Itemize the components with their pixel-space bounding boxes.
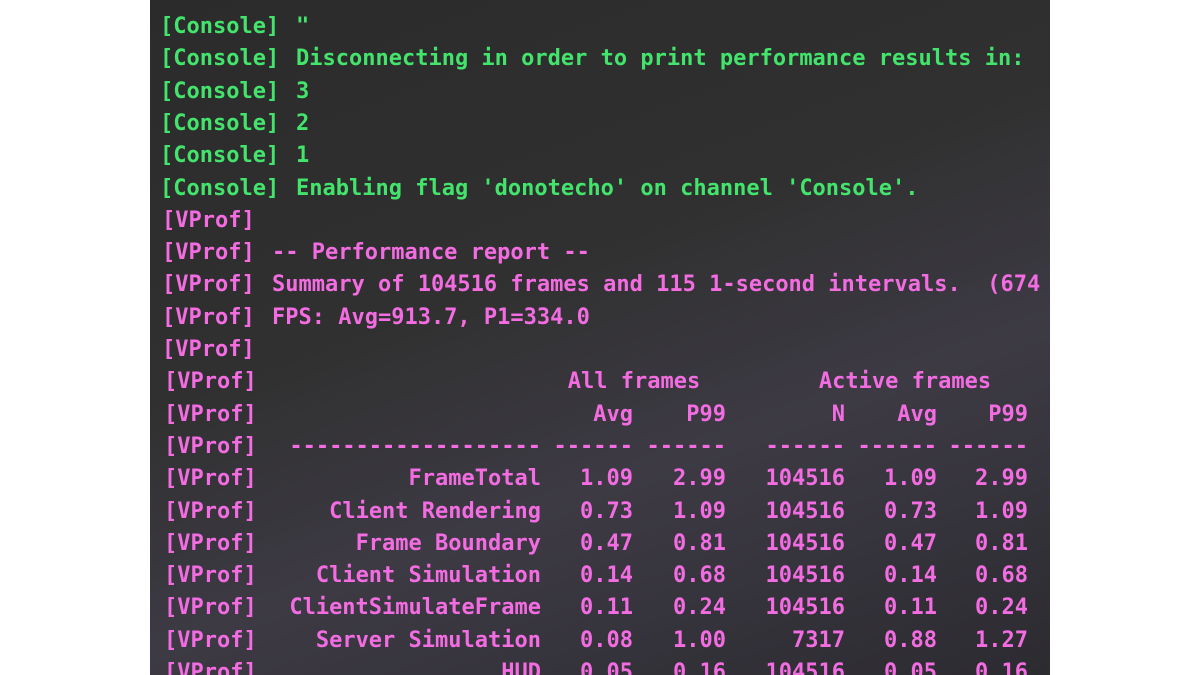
console-text: Disconnecting in order to print performa… xyxy=(296,46,1025,72)
separator: ------ xyxy=(765,433,845,459)
separator: ------ xyxy=(857,433,937,459)
cell: 0.81 xyxy=(975,530,1028,556)
cell: 0.68 xyxy=(975,563,1028,589)
vprof-prefix: [VProf] xyxy=(164,563,257,589)
vprof-prefix: [VProf] xyxy=(164,401,257,427)
separator: ------ xyxy=(948,433,1028,459)
vprof-prefix: [VProf] xyxy=(164,466,257,492)
cell: 0.08 xyxy=(580,627,633,653)
group-header: All frames xyxy=(567,369,701,395)
vprof-prefix: [VProf] xyxy=(164,433,257,459)
row-label: Client Simulation xyxy=(315,563,541,589)
cell: 104516 xyxy=(765,563,845,589)
cell: 1.09 xyxy=(975,498,1028,524)
console-prefix: [Console] xyxy=(160,175,280,201)
column-header: Avg xyxy=(897,401,937,427)
cell: 1.09 xyxy=(673,498,726,524)
vprof-prefix: [VProf] xyxy=(164,660,257,675)
console-screen: [Console] " [Console] Disconnecting in orde… xyxy=(150,0,1050,675)
cell: 104516 xyxy=(765,498,845,524)
cell: 0.24 xyxy=(673,595,726,621)
console-text: 3 xyxy=(296,78,310,104)
cell: 0.73 xyxy=(884,498,937,524)
column-header: P99 xyxy=(988,401,1028,427)
cell: 0.47 xyxy=(884,530,937,556)
console-text: Enabling flag 'donotecho' on channel 'Co… xyxy=(296,175,919,201)
vprof-prefix: [VProf] xyxy=(164,498,257,524)
group-header: Active frames xyxy=(818,369,992,395)
column-header: Avg xyxy=(593,401,633,427)
console-prefix: [Console] xyxy=(160,110,280,136)
cell: 0.73 xyxy=(580,498,633,524)
cell: 0.88 xyxy=(884,627,937,653)
cell: 1.09 xyxy=(884,466,937,492)
cell: 0.16 xyxy=(673,660,726,675)
cell: 1.00 xyxy=(673,627,726,653)
cell: 0.16 xyxy=(975,660,1028,675)
cell: 0.14 xyxy=(884,563,937,589)
console-text: 1 xyxy=(296,143,310,169)
console-prefix: [Console] xyxy=(160,14,280,39)
cell: 7317 xyxy=(792,627,845,653)
cell: 0.11 xyxy=(580,595,633,621)
console-text: " xyxy=(296,14,310,39)
separator: ------------------- xyxy=(289,433,541,459)
cell: 0.68 xyxy=(673,563,726,589)
vprof-prefix: [VProf] xyxy=(164,627,257,653)
row-label: FrameTotal xyxy=(408,466,541,492)
cell: 0.05 xyxy=(884,660,937,675)
vprof-prefix: [VProf] xyxy=(162,304,255,330)
row-label: Frame Boundary xyxy=(355,530,541,556)
vprof-prefix: [VProf] xyxy=(162,272,255,298)
vprof-prefix: [VProf] xyxy=(162,240,255,266)
cell: 0.47 xyxy=(580,530,633,556)
row-label: HUD xyxy=(501,660,541,675)
cell: 0.81 xyxy=(673,530,726,556)
cell: 1.09 xyxy=(580,466,633,492)
cell: 1.27 xyxy=(975,627,1028,653)
cell: 0.24 xyxy=(975,595,1028,621)
cell: 2.99 xyxy=(673,466,726,492)
vprof-prefix: [VProf] xyxy=(162,207,255,233)
cell: 104516 xyxy=(765,530,845,556)
cell: 0.05 xyxy=(580,660,633,675)
vprof-text: FPS: Avg=913.7, P1=334.0 xyxy=(272,304,590,330)
separator: ------ xyxy=(553,433,633,459)
separator: ------ xyxy=(646,433,726,459)
cell: 0.14 xyxy=(580,563,633,589)
console-prefix: [Console] xyxy=(160,78,280,104)
vprof-prefix: [VProf] xyxy=(162,337,255,362)
cell: 0.11 xyxy=(884,595,937,621)
vprof-text: Summary of 104516 frames and 115 1-secon… xyxy=(272,272,1041,298)
cell: 104516 xyxy=(765,595,845,621)
row-label: ClientSimulateFrame xyxy=(289,595,541,621)
cell: 104516 xyxy=(765,466,845,492)
console-prefix: [Console] xyxy=(160,143,280,169)
vprof-prefix: [VProf] xyxy=(164,530,257,556)
console-text: 2 xyxy=(296,110,310,136)
column-header: N xyxy=(831,401,845,427)
vprof-prefix: [VProf] xyxy=(164,595,257,621)
vprof-prefix: [VProf] xyxy=(164,369,257,395)
console-prefix: [Console] xyxy=(160,46,280,72)
cell: 104516 xyxy=(765,660,845,675)
cell: 2.99 xyxy=(975,466,1028,492)
row-label: Server Simulation xyxy=(315,627,541,653)
column-header: P99 xyxy=(686,401,726,427)
row-label: Client Rendering xyxy=(329,498,541,524)
vprof-text: -- Performance report -- xyxy=(272,240,590,266)
